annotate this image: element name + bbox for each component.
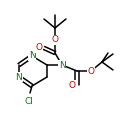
Text: O: O <box>52 35 59 44</box>
Text: O: O <box>68 81 75 89</box>
Text: O: O <box>36 44 43 52</box>
Text: N: N <box>16 72 22 81</box>
Text: Cl: Cl <box>25 97 33 106</box>
Text: N: N <box>59 61 65 69</box>
Text: N: N <box>29 52 35 61</box>
Text: O: O <box>88 67 94 75</box>
